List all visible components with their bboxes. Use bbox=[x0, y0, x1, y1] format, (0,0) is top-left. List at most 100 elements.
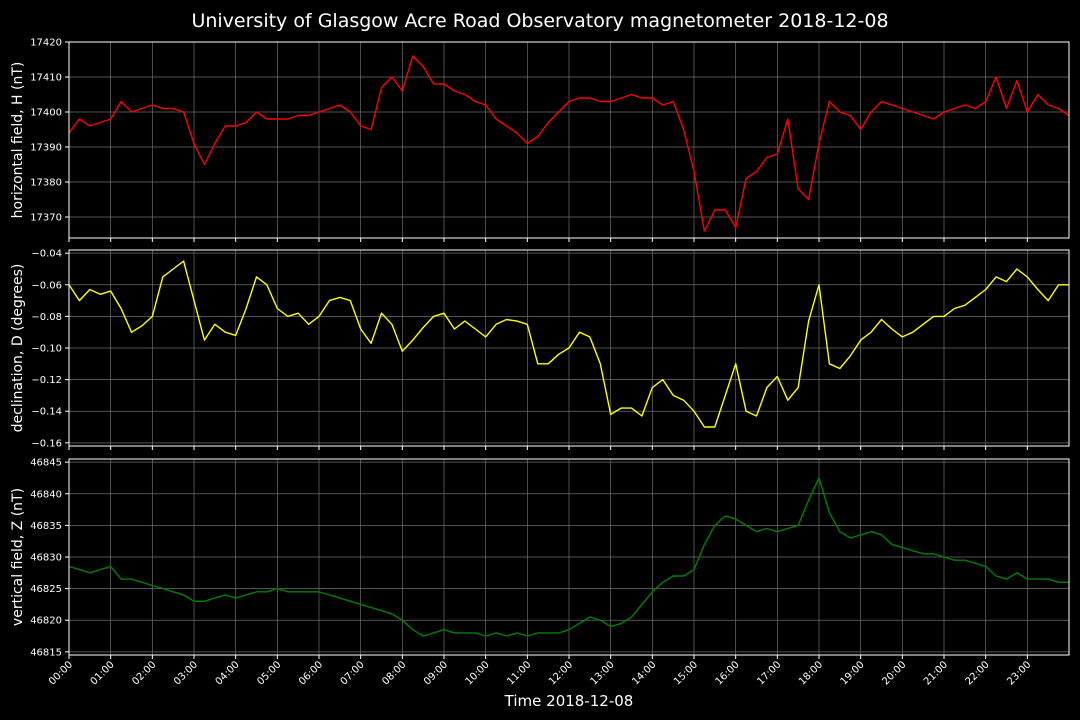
data-point bbox=[308, 323, 310, 325]
data-point bbox=[99, 122, 101, 123]
data-point bbox=[245, 594, 247, 596]
data-point bbox=[110, 566, 112, 567]
y-tick-label: −0.16 bbox=[31, 438, 62, 449]
data-point bbox=[1047, 578, 1049, 580]
data-point bbox=[714, 209, 716, 211]
data-point bbox=[828, 512, 830, 514]
data-point bbox=[256, 591, 257, 593]
data-point bbox=[953, 308, 955, 309]
x-tick-label: 02:00 bbox=[130, 659, 158, 687]
data-point bbox=[203, 600, 205, 602]
data-point bbox=[985, 289, 987, 290]
data-point bbox=[1047, 300, 1049, 302]
data-point bbox=[797, 188, 799, 190]
data-point bbox=[328, 108, 330, 109]
data-point bbox=[391, 76, 393, 78]
data-point bbox=[1006, 281, 1007, 283]
data-point bbox=[1037, 578, 1039, 580]
data-point bbox=[464, 632, 466, 634]
data-point bbox=[766, 528, 768, 529]
y-tick-label: 17410 bbox=[30, 73, 62, 84]
data-point bbox=[703, 230, 705, 232]
data-point bbox=[266, 118, 268, 120]
data-point bbox=[120, 578, 122, 580]
data-point bbox=[131, 111, 132, 113]
data-point bbox=[558, 353, 560, 355]
data-point bbox=[922, 323, 924, 325]
data-point bbox=[443, 629, 445, 631]
data-point bbox=[256, 276, 257, 278]
data-point bbox=[391, 613, 393, 615]
data-point bbox=[891, 328, 893, 330]
data-point bbox=[891, 543, 893, 545]
x-tick-label: 03:00 bbox=[172, 659, 200, 687]
data-point bbox=[453, 328, 455, 330]
data-point bbox=[881, 319, 882, 320]
y-tick-label: 46845 bbox=[30, 458, 62, 469]
data-point bbox=[860, 339, 862, 341]
data-point bbox=[901, 336, 903, 338]
y-tick-label: 17380 bbox=[30, 178, 62, 189]
y-tick-label: 17390 bbox=[30, 143, 62, 154]
data-point bbox=[120, 101, 122, 102]
data-point bbox=[693, 171, 695, 172]
data-point bbox=[370, 342, 372, 344]
data-point bbox=[870, 331, 872, 333]
data-point bbox=[558, 632, 560, 634]
data-point bbox=[922, 115, 924, 116]
data-point bbox=[89, 572, 91, 574]
data-point bbox=[422, 635, 424, 637]
data-point bbox=[318, 591, 320, 593]
x-tick-label: 09:00 bbox=[422, 659, 450, 687]
data-point bbox=[974, 296, 976, 298]
data-point bbox=[641, 97, 643, 99]
data-point bbox=[662, 581, 664, 583]
data-point bbox=[860, 534, 862, 536]
data-point bbox=[599, 101, 601, 102]
data-point bbox=[724, 209, 726, 211]
data-point bbox=[297, 591, 299, 593]
data-point bbox=[839, 111, 841, 113]
data-point bbox=[495, 118, 497, 120]
y-tick-label: 17420 bbox=[30, 38, 62, 49]
data-point bbox=[735, 227, 737, 228]
data-point bbox=[276, 308, 278, 309]
data-point bbox=[162, 276, 164, 278]
data-point bbox=[620, 622, 622, 624]
data-point bbox=[672, 575, 674, 577]
data-point bbox=[339, 597, 341, 599]
data-point bbox=[808, 199, 810, 200]
y-tick-label: 17370 bbox=[30, 213, 62, 224]
data-point bbox=[318, 315, 320, 317]
x-tick-label: 13:00 bbox=[589, 659, 617, 687]
data-point bbox=[141, 325, 143, 327]
data-point bbox=[183, 111, 185, 113]
x-tick-label: 16:00 bbox=[714, 659, 742, 687]
data-point bbox=[610, 101, 612, 102]
x-tick-label: 11:00 bbox=[505, 659, 533, 687]
data-point bbox=[1047, 104, 1049, 106]
data-point bbox=[745, 410, 747, 412]
data-point bbox=[339, 104, 341, 106]
data-point bbox=[214, 323, 216, 325]
data-point bbox=[151, 104, 153, 106]
x-tick-label: 19:00 bbox=[839, 659, 867, 687]
data-point bbox=[516, 132, 518, 134]
data-point bbox=[214, 143, 216, 144]
x-tick-label: 10:00 bbox=[464, 659, 492, 687]
data-point bbox=[474, 101, 476, 102]
data-point bbox=[766, 387, 768, 388]
y-tick-label: −0.04 bbox=[31, 249, 62, 260]
data-point bbox=[891, 104, 893, 106]
data-point bbox=[995, 575, 997, 577]
data-point bbox=[589, 616, 591, 618]
data-point bbox=[693, 569, 695, 571]
data-point bbox=[995, 76, 997, 78]
data-point bbox=[224, 125, 226, 127]
data-point bbox=[912, 331, 914, 333]
data-point bbox=[860, 129, 862, 130]
data-point bbox=[464, 320, 466, 322]
data-point bbox=[516, 320, 518, 322]
data-point bbox=[443, 83, 445, 85]
data-point bbox=[1016, 80, 1018, 81]
